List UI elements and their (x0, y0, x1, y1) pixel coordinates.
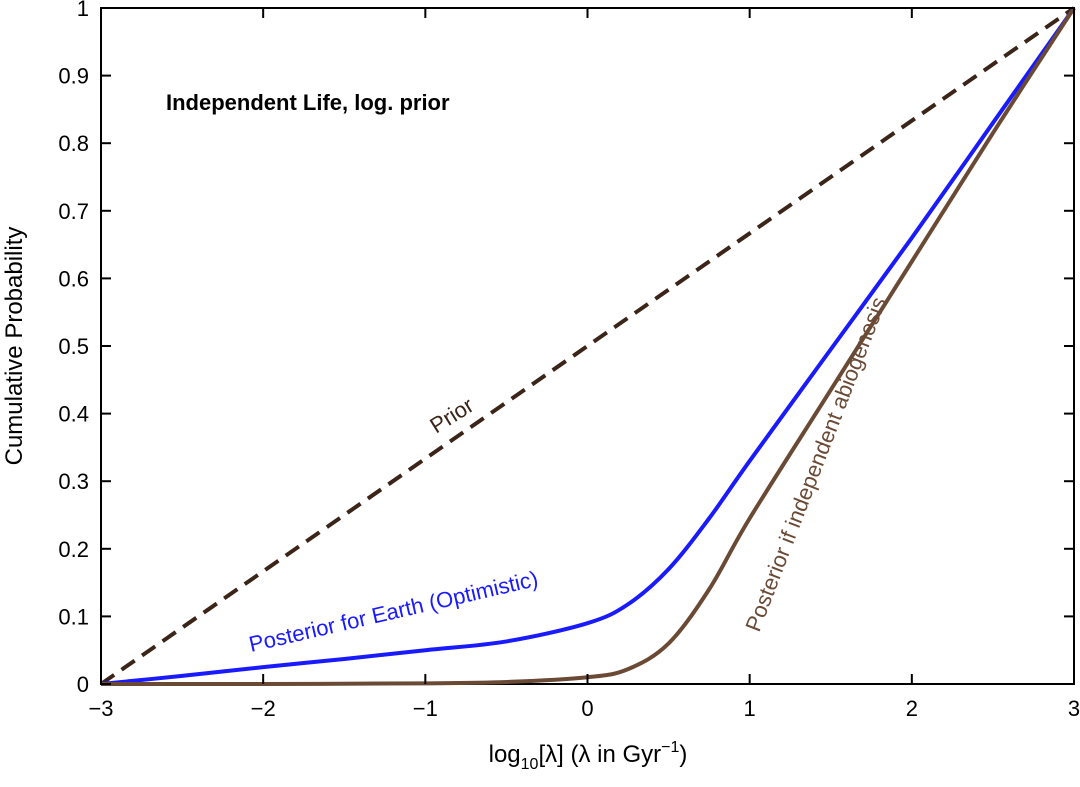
y-axis-label: Cumulative Probability (1, 227, 28, 466)
x-axis-label: log10[λ] (λ in Gyr−1) (489, 739, 688, 773)
y-tick-label: 0.3 (58, 469, 89, 494)
x-tick-label: −3 (88, 696, 113, 721)
x-tick-label: 2 (906, 696, 918, 721)
x-axis-label-subscript: 10 (521, 756, 539, 773)
x-tick-label: −2 (251, 696, 276, 721)
y-tick-label: 0.9 (58, 64, 89, 89)
x-tick-label: 3 (1068, 696, 1080, 721)
y-tick-label: 0.1 (58, 604, 89, 629)
y-tick-label: 0 (77, 672, 89, 697)
series-label-posterior-independent: Posterior if independent abiogenesis (740, 294, 891, 635)
chart-title: Independent Life, log. prior (166, 90, 450, 115)
series-label-prior: Prior (425, 392, 478, 438)
x-axis-label-mid: [λ] (λ in Gyr (538, 741, 661, 768)
y-tick-label: 0.7 (58, 199, 89, 224)
series-line-posterior-if-independent-abiogenesis (100, 6, 1076, 687)
x-axis-label-log: log (489, 741, 521, 768)
x-tick-label: 0 (581, 696, 593, 721)
series-line-prior (99, 6, 1076, 686)
x-tick-label: −1 (413, 696, 438, 721)
ticks-layer: −3 −2 −1 0 1 2 3 0 0.1 0.2 0.3 0.4 0.5 0.6 0.7 0.8 0.9 1 (58, 0, 1080, 721)
y-tick-label: 0.4 (58, 402, 89, 427)
series-line-posterior-for-earth-optimistic (100, 6, 1076, 686)
x-axis-label-post: ) (679, 741, 687, 768)
y-tick-label: 1 (77, 0, 89, 21)
series-layer (99, 6, 1076, 687)
plot-area: −3 −2 −1 0 1 2 3 0 0.1 0.2 0.3 0.4 0.5 0.6 0.7 0.8 0.9 1 (58, 0, 1080, 721)
x-axis-label-superscript: −1 (661, 739, 679, 756)
y-tick-label: 0.5 (58, 334, 89, 359)
y-tick-label: 0.2 (58, 537, 89, 562)
y-tick-label: 0.8 (58, 131, 89, 156)
y-tick-label: 0.6 (58, 266, 89, 291)
x-tick-label: 1 (744, 696, 756, 721)
